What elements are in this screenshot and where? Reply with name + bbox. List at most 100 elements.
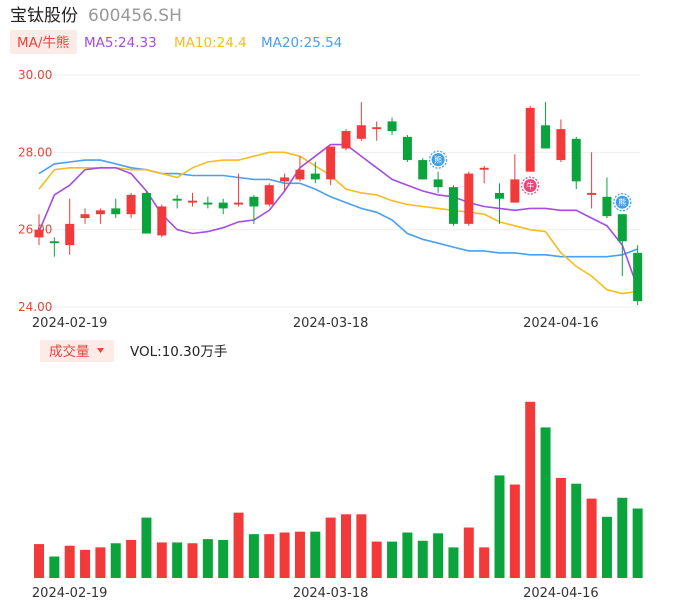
volume-date-axis: 2024-02-19 2024-03-18 2024-04-16	[32, 586, 599, 601]
ma20-label: MA20:25.54	[261, 35, 342, 51]
volume-bar	[126, 539, 137, 578]
volume-bar	[509, 484, 520, 578]
candle-body	[65, 223, 75, 246]
candle-body	[188, 200, 197, 203]
candle-body	[218, 202, 228, 209]
x-tick-label: 2024-02-19	[32, 586, 108, 601]
volume-bars	[34, 401, 643, 578]
bear-signal-icon	[615, 195, 629, 209]
volume-bar	[601, 516, 612, 578]
volume-bar	[187, 543, 198, 578]
candle-body	[203, 202, 213, 205]
volume-bar	[417, 540, 428, 578]
bull-signal-label: 牛	[526, 181, 534, 191]
signal-markers: 熊牛熊	[429, 150, 632, 212]
candle-body	[80, 214, 90, 219]
volume-bar	[264, 534, 275, 578]
candle-body	[356, 125, 366, 139]
volume-bar	[341, 514, 351, 578]
y-tick-label: 28.00	[18, 145, 52, 159]
volume-bar	[110, 543, 121, 578]
bull-signal-icon	[523, 179, 537, 193]
volume-bar	[141, 517, 152, 578]
volume-bar	[64, 545, 75, 578]
volume-bar	[233, 512, 244, 578]
candle-body	[510, 179, 520, 203]
x-tick-label: 2024-03-18	[293, 316, 369, 331]
volume-bar	[325, 517, 336, 578]
volume-bar	[310, 531, 321, 578]
candle-body	[249, 196, 259, 207]
candle-body	[387, 121, 397, 132]
volume-bar	[525, 401, 536, 578]
candle-body	[111, 208, 121, 215]
volume-bar	[479, 547, 490, 578]
candle-body	[157, 206, 167, 236]
volume-bar	[95, 547, 106, 578]
candle-body	[448, 187, 458, 224]
stock-code: 600456.SH	[88, 6, 182, 26]
x-tick-label: 2024-04-16	[523, 316, 599, 331]
volume-bar	[202, 539, 213, 578]
ma20-line	[38, 159, 638, 258]
candle-body	[326, 146, 336, 180]
candle-body	[556, 129, 566, 161]
candle-body	[95, 210, 105, 215]
candle-body	[479, 167, 489, 170]
volume-bar	[555, 477, 566, 578]
volume-bar	[402, 532, 413, 578]
volume-bar	[387, 541, 398, 578]
ma10-label: MA10:24.4	[174, 35, 247, 51]
volume-bar	[279, 532, 290, 578]
volume-bar	[463, 527, 474, 578]
volume-bar	[371, 541, 382, 578]
volume-bar	[80, 549, 91, 578]
ma5-label: MA5:24.33	[84, 35, 157, 51]
bear-signal-label: 熊	[618, 197, 626, 207]
volume-bar	[356, 514, 367, 578]
price-date-axis: 2024-02-19 2024-03-18 2024-04-16	[32, 316, 599, 331]
candle-body	[280, 177, 290, 182]
y-tick-label: 30.00	[18, 68, 52, 82]
candle-body	[264, 185, 274, 205]
volume-tag-bg[interactable]	[40, 340, 114, 362]
volume-bar	[571, 483, 582, 578]
candle-body	[464, 173, 474, 224]
candle-body	[418, 160, 428, 180]
ma-lines	[38, 143, 639, 295]
candle-body	[49, 241, 59, 244]
candle-body	[372, 127, 382, 130]
candle-body	[341, 131, 351, 149]
candle-body	[310, 173, 320, 180]
volume-bar	[218, 539, 229, 578]
candle-body	[234, 202, 244, 205]
candle-body	[402, 136, 412, 161]
volume-bar	[34, 544, 44, 578]
candle-body	[633, 252, 643, 302]
volume-bar	[540, 427, 551, 578]
volume-bar	[49, 556, 60, 578]
x-tick-label: 2024-04-16	[523, 586, 599, 601]
ma10-line	[38, 151, 638, 295]
price-grid	[30, 74, 640, 308]
ma-tag-bg[interactable]	[10, 30, 77, 54]
ma-tag[interactable]: MA/牛熊	[17, 35, 69, 51]
y-tick-label: 26.00	[18, 223, 52, 237]
candle-body	[587, 192, 597, 195]
bear-signal-icon	[431, 153, 445, 167]
candle-body	[571, 138, 581, 182]
candle-body	[617, 214, 627, 242]
volume-value: VOL:10.30万手	[130, 344, 227, 360]
candle-body	[34, 229, 44, 238]
volume-bar	[617, 497, 628, 578]
x-tick-label: 2024-02-19	[32, 316, 108, 331]
volume-tag[interactable]: 成交量	[49, 343, 90, 360]
chevron-down-icon[interactable]	[97, 348, 104, 353]
stock-name: 宝钛股份	[10, 6, 78, 26]
volume-bar	[448, 547, 459, 578]
candle-body	[525, 107, 535, 172]
candle-body	[541, 125, 551, 149]
y-tick-label: 24.00	[18, 300, 52, 314]
x-tick-label: 2024-03-18	[293, 586, 369, 601]
